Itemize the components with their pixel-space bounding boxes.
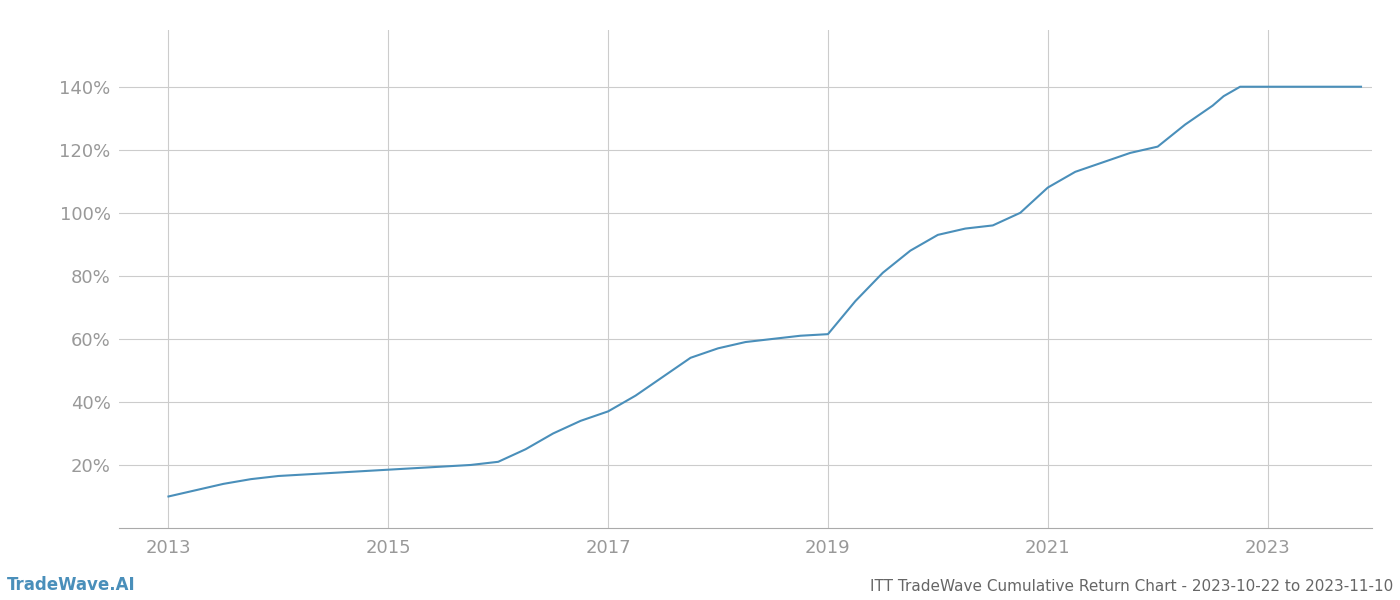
Text: TradeWave.AI: TradeWave.AI — [7, 576, 136, 594]
Text: ITT TradeWave Cumulative Return Chart - 2023-10-22 to 2023-11-10: ITT TradeWave Cumulative Return Chart - … — [869, 579, 1393, 594]
